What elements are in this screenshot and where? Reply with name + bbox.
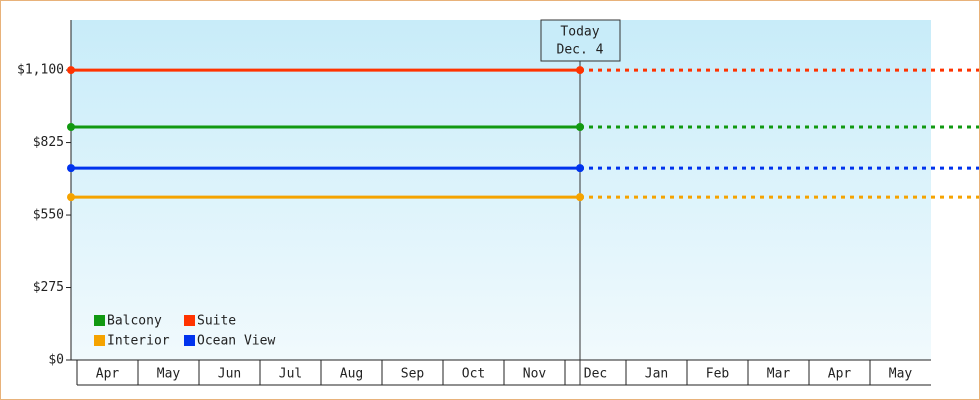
x-tick-label: Jun — [218, 367, 241, 382]
legend-swatch — [94, 335, 105, 346]
x-tick-label: Dec — [584, 367, 607, 382]
y-tick-label: $275 — [33, 280, 64, 295]
price-point — [576, 66, 584, 75]
y-tick-label: $0 — [48, 353, 64, 368]
legend-label: Balcony — [107, 314, 162, 329]
x-tick-label: Oct — [462, 367, 485, 382]
x-tick-label: Nov — [523, 367, 547, 382]
legend-label: Ocean View — [197, 334, 275, 349]
x-tick-label: Apr — [828, 367, 852, 382]
price-point — [576, 193, 584, 202]
x-tick-label: May — [889, 367, 913, 382]
legend-label: Interior — [107, 334, 170, 349]
x-tick-label: Mar — [767, 367, 791, 382]
x-tick-label: Jul — [279, 367, 302, 382]
price-point — [67, 164, 75, 173]
legend-swatch — [94, 315, 105, 326]
legend-swatch — [184, 335, 195, 346]
y-tick-label: $550 — [33, 208, 64, 223]
today-box — [540, 19, 621, 62]
today-label: Today — [560, 25, 599, 40]
y-tick-label: $825 — [33, 135, 64, 150]
today-label: Dec. 4 — [557, 43, 604, 58]
y-tick-label: $1,100 — [17, 63, 64, 78]
legend-swatch — [184, 315, 195, 326]
x-tick-label: Feb — [706, 367, 730, 382]
price-point — [67, 66, 75, 75]
price-point — [67, 193, 75, 202]
price-point — [67, 123, 75, 132]
legend-label: Suite — [197, 314, 236, 329]
plot-area — [71, 20, 931, 360]
x-tick-label: Apr — [96, 367, 120, 382]
x-tick-label: May — [157, 367, 181, 382]
x-tick-label: Jan — [645, 367, 668, 382]
price-point — [576, 123, 584, 132]
x-tick-label: Aug — [340, 367, 363, 382]
x-tick-label: Sep — [401, 367, 425, 382]
price-point — [576, 164, 584, 173]
